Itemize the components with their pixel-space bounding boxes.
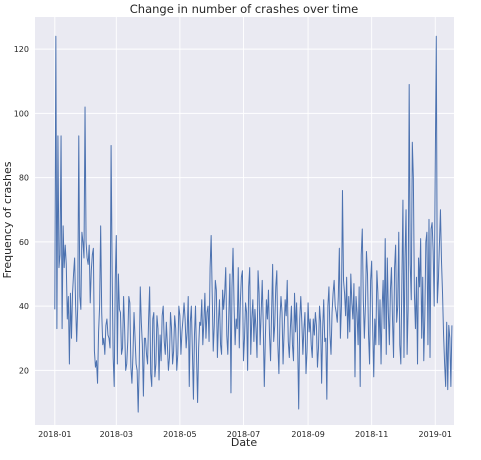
axis-ticks: 20 40 60 80 100 120 2018-01 2018-03 2018-05 2018-… [14, 45, 452, 439]
x-tick-label: 2018-07 [227, 430, 260, 439]
y-tick-label: 60 [19, 238, 29, 247]
x-tick-label: 2018-05 [163, 430, 196, 439]
plot-area [35, 17, 454, 425]
x-axis-label: Date [231, 436, 258, 449]
y-tick-label: 20 [19, 366, 29, 375]
y-tick-label: 80 [19, 174, 29, 183]
y-tick-label: 120 [14, 45, 29, 54]
x-tick-label: 2018-01 [38, 430, 71, 439]
chart-title: Change in number of crashes over time [130, 2, 358, 16]
series-layer [54, 35, 453, 413]
x-tick-label: 2018-03 [100, 430, 133, 439]
x-tick-label: 2018-09 [291, 430, 324, 439]
y-axis-label: Frequency of crashes [1, 161, 14, 278]
crash-frequency-series-line [54, 35, 453, 413]
y-tick-label: 40 [19, 302, 29, 311]
x-tick-label: 2019-01 [419, 430, 452, 439]
x-tick-label: 2018-11 [355, 430, 388, 439]
y-tick-label: 100 [14, 109, 29, 118]
